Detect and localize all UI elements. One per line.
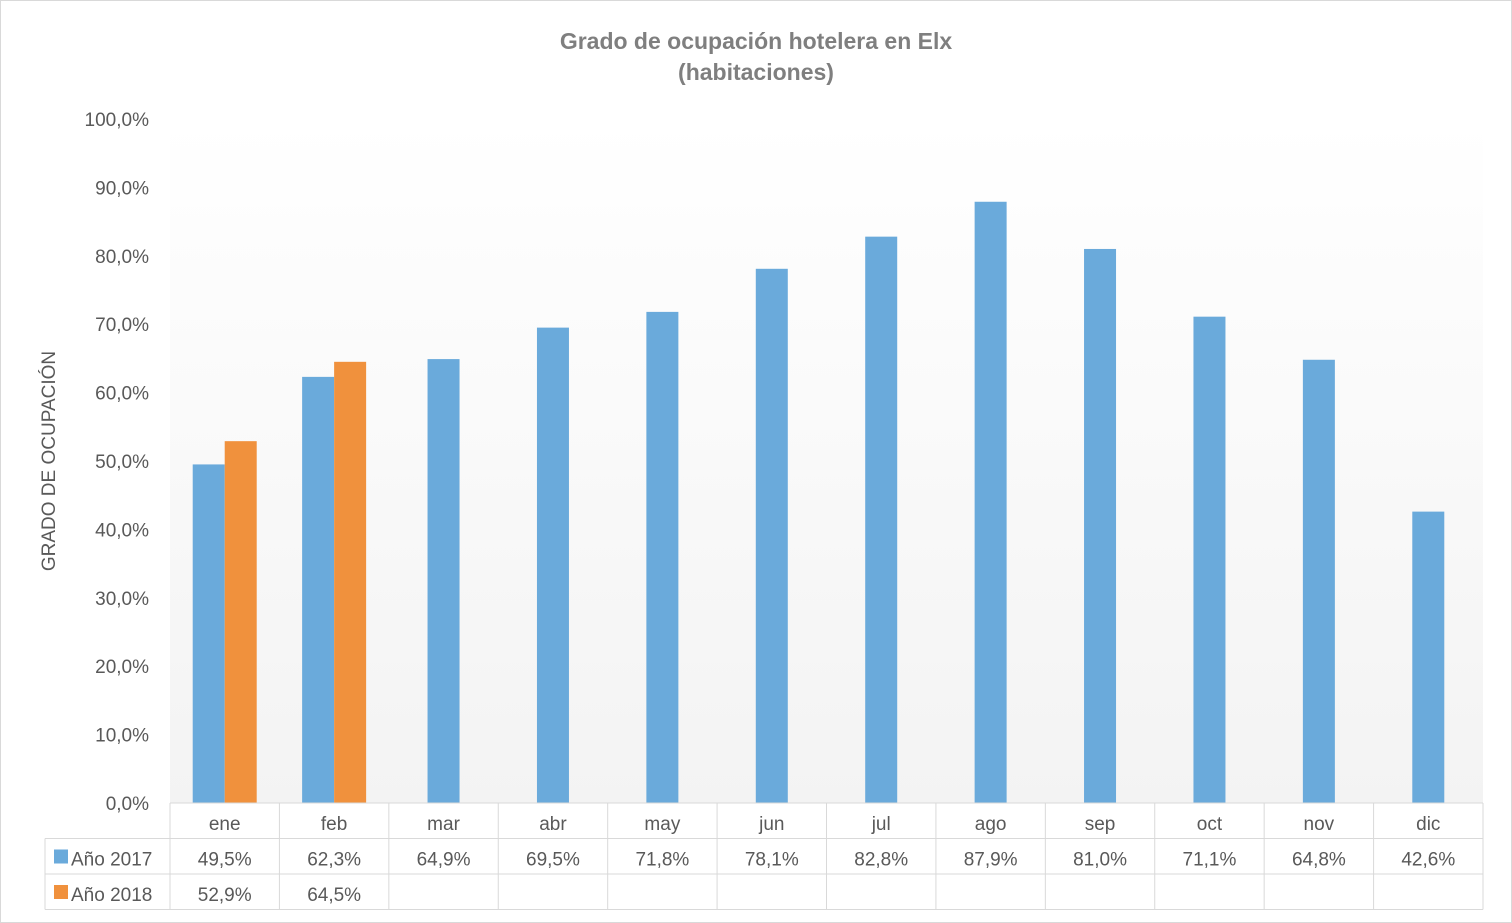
data-label: 87,9%: [964, 850, 1018, 871]
chart-subtitle: (habitaciones): [678, 59, 834, 85]
y-tick-label: 90,0%: [95, 178, 149, 199]
data-label: 64,8%: [1292, 850, 1346, 871]
y-axis-ticks: 0,0% 10,0% 20,0% 30,0% 40,0% 50,0% 60,0% 70,0% 8…: [85, 110, 150, 815]
legend-key: [54, 849, 68, 864]
x-tick-label: jun: [758, 814, 784, 835]
x-tick-label: abr: [539, 814, 567, 835]
bar-ago-Año-2017: [974, 201, 1007, 803]
bar-abr-Año-2017: [536, 327, 569, 803]
x-tick-label: oct: [1197, 814, 1223, 835]
x-tick-label: dic: [1416, 814, 1440, 835]
bar-nov-Año-2017: [1302, 359, 1335, 803]
data-label: 81,0%: [1073, 850, 1127, 871]
x-tick-label: feb: [321, 814, 347, 835]
y-axis-label: GRADO DE OCUPACIÓN: [38, 351, 60, 571]
data-table: ene feb mar abr may jun jul ago sep oct nov dic Año …: [44, 802, 1484, 910]
data-label: 64,9%: [417, 850, 471, 871]
y-tick-label: 20,0%: [95, 657, 149, 678]
x-tick-label: ago: [975, 814, 1007, 835]
x-tick-label: ene: [209, 814, 241, 835]
data-label: 69,5%: [526, 850, 580, 871]
bar-oct-Año-2017: [1193, 316, 1226, 803]
y-tick-label: 70,0%: [95, 315, 149, 336]
bar-feb-Año-2017: [302, 376, 335, 803]
plot-background: [170, 119, 1483, 803]
bar-ene-Año-2017: [192, 464, 225, 803]
bar-feb-Año-2018: [334, 361, 367, 803]
x-tick-label: may: [644, 814, 680, 835]
y-tick-label: 10,0%: [95, 726, 149, 747]
legend-label: Año 2018: [71, 885, 152, 906]
y-tick-label: 50,0%: [95, 452, 149, 473]
bars-group: [192, 201, 1445, 803]
bar-ene-Año-2018: [224, 441, 257, 803]
y-tick-label: 40,0%: [95, 520, 149, 541]
x-tick-label: nov: [1304, 814, 1335, 835]
data-label: 49,5%: [198, 850, 252, 871]
bar-mar-Año-2017: [427, 359, 460, 803]
x-tick-label: mar: [427, 814, 460, 835]
data-label: 62,3%: [307, 850, 361, 871]
bar-jul-Año-2017: [865, 236, 898, 803]
bar-dic-Año-2017: [1412, 511, 1445, 803]
data-label: 52,9%: [198, 885, 252, 906]
x-tick-label: sep: [1085, 814, 1116, 835]
data-label: 42,6%: [1401, 850, 1455, 871]
y-tick-label: 80,0%: [95, 247, 149, 268]
chart-title: Grado de ocupación hotelera en Elx: [560, 28, 953, 54]
y-tick-label: 0,0%: [106, 794, 149, 815]
x-tick-label: jul: [871, 814, 891, 835]
y-tick-label: 30,0%: [95, 589, 149, 610]
data-label: 78,1%: [745, 850, 799, 871]
bar-may-Año-2017: [646, 311, 679, 803]
bar-sep-Año-2017: [1084, 248, 1117, 803]
data-label: 64,5%: [307, 885, 361, 906]
bar-jun-Año-2017: [755, 268, 788, 803]
data-label: 82,8%: [854, 850, 908, 871]
legend-key: [54, 885, 68, 899]
data-label: 71,8%: [635, 850, 689, 871]
y-tick-label: 60,0%: [95, 384, 149, 405]
y-tick-label: 100,0%: [85, 110, 150, 131]
data-label: 71,1%: [1183, 850, 1237, 871]
legend-label: Año 2017: [71, 850, 152, 871]
